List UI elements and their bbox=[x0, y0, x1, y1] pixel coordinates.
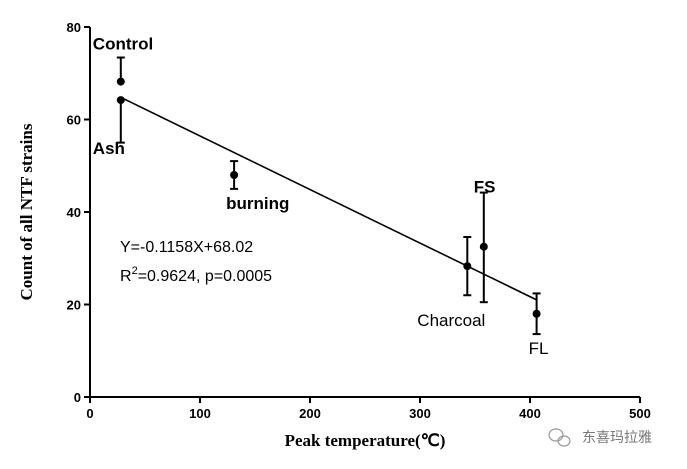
x-tick-label: 0 bbox=[86, 406, 93, 421]
x-tick-label: 300 bbox=[409, 406, 431, 421]
wechat-icon bbox=[548, 428, 571, 447]
axes bbox=[89, 27, 640, 398]
y-tick-label: 20 bbox=[67, 298, 81, 313]
point-label: Control bbox=[93, 35, 153, 54]
y-tick-label: 0 bbox=[74, 390, 81, 405]
data-point bbox=[116, 96, 125, 105]
y-tick-label: 80 bbox=[67, 20, 81, 35]
point-label: FS bbox=[474, 178, 496, 197]
point-label: Charcoal bbox=[417, 311, 485, 330]
x-tick-label: 100 bbox=[189, 406, 211, 421]
x-tick-label: 200 bbox=[299, 406, 321, 421]
svg-text:东喜玛拉雅: 东喜玛拉雅 bbox=[582, 430, 652, 446]
y-tick-label: 60 bbox=[67, 113, 81, 128]
y-tick-label: 40 bbox=[67, 205, 81, 220]
data-point bbox=[532, 309, 541, 318]
x-tick-label: 400 bbox=[519, 406, 541, 421]
data-point bbox=[230, 171, 239, 179]
data-point bbox=[463, 262, 472, 271]
data-point bbox=[116, 77, 125, 86]
regression-equation: Y=-0.1158X+68.02 bbox=[120, 239, 253, 256]
data-point bbox=[479, 242, 488, 251]
point-label: Ash bbox=[93, 139, 125, 158]
x-tick-label: 500 bbox=[629, 406, 651, 421]
y-axis-label: Count of all NTF strains bbox=[17, 123, 36, 300]
x-axis-label: Peak temperature(℃) bbox=[285, 431, 446, 450]
point-label: burning bbox=[226, 194, 289, 213]
watermark: 东喜玛拉雅 bbox=[548, 428, 652, 447]
point-label: FL bbox=[529, 339, 549, 358]
regression-stats: R2=0.9624, p=0.0005 bbox=[120, 265, 272, 285]
